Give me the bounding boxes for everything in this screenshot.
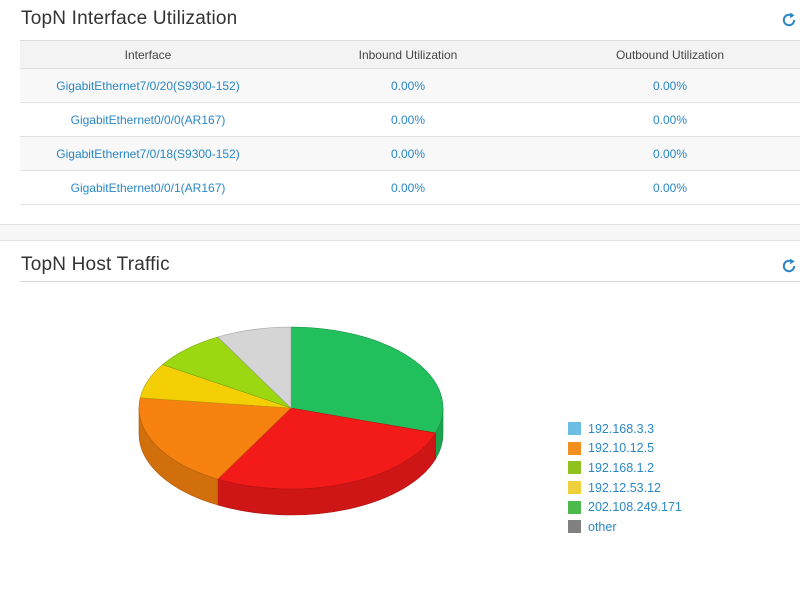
legend-swatch (568, 461, 581, 475)
legend-item[interactable]: 192.10.12.5 (568, 439, 682, 459)
pie-slice[interactable] (217, 326, 292, 409)
host-traffic-chart: 192.168.3.3 192.10.12.5 192.168.1.2 192.12.… (0, 287, 800, 601)
refresh-icon[interactable] (780, 11, 798, 29)
legend-label: 192.12.53.12 (588, 480, 661, 495)
pie-slice[interactable] (138, 397, 292, 480)
legend-swatch (568, 481, 581, 495)
pie-slice[interactable] (290, 326, 444, 434)
column-header-outbound: Outbound Utilization (540, 40, 800, 69)
host-traffic-panel: TopN Host Traffic 192.168.3.3 192.10.12.5… (0, 240, 800, 601)
interface-utilization-panel: TopN Interface Utilization Interface Inb… (0, 0, 800, 225)
pie-slice[interactable] (217, 407, 437, 490)
legend-label: 192.10.12.5 (588, 441, 655, 456)
pie-slices (138, 326, 444, 490)
panel-separator (0, 225, 800, 240)
table-row: GigabitEthernet0/0/1(AR167) 0.00% 0.00% (20, 170, 800, 205)
legend-swatch (568, 441, 581, 455)
chart-legend: 192.168.3.3 192.10.12.5 192.168.1.2 192.12.… (568, 419, 682, 537)
inbound-value: 0.00% (276, 102, 540, 137)
legend-label: 192.168.3.3 (588, 421, 655, 436)
legend-label: other (588, 519, 617, 534)
legend-item[interactable]: other (568, 517, 682, 537)
interface-utilization-table: Interface Inbound Utilization Outbound U… (20, 40, 800, 205)
table-row: GigabitEthernet7/0/20(S9300-152) 0.00% 0… (20, 68, 800, 103)
legend-swatch (568, 500, 581, 514)
interface-panel-title: TopN Interface Utilization (21, 8, 238, 29)
pie-chart (138, 326, 444, 516)
inbound-value: 0.00% (276, 68, 540, 103)
interface-link[interactable]: GigabitEthernet0/0/1(AR167) (20, 170, 276, 205)
interface-link[interactable]: GigabitEthernet7/0/20(S9300-152) (20, 68, 276, 103)
inbound-value: 0.00% (276, 170, 540, 205)
host-panel-header: TopN Host Traffic (20, 241, 800, 282)
refresh-icon[interactable] (780, 257, 798, 275)
interface-link[interactable]: GigabitEthernet7/0/18(S9300-152) (20, 136, 276, 171)
interface-panel-header: TopN Interface Utilization (20, 0, 800, 41)
column-header-inbound: Inbound Utilization (276, 40, 540, 69)
host-panel-title: TopN Host Traffic (21, 254, 170, 275)
legend-item[interactable]: 192.168.1.2 (568, 458, 682, 478)
legend-item[interactable]: 192.168.3.3 (568, 419, 682, 439)
legend-item[interactable]: 202.108.249.171 (568, 497, 682, 517)
table-row: GigabitEthernet0/0/0(AR167) 0.00% 0.00% (20, 102, 800, 137)
table-header-row: Interface Inbound Utilization Outbound U… (20, 40, 800, 69)
outbound-value: 0.00% (540, 68, 800, 103)
column-header-interface: Interface (20, 40, 276, 69)
legend-swatch (568, 520, 581, 534)
outbound-value: 0.00% (540, 102, 800, 137)
legend-label: 202.108.249.171 (588, 500, 682, 515)
outbound-value: 0.00% (540, 136, 800, 171)
legend-item[interactable]: 192.12.53.12 (568, 478, 682, 498)
legend-label: 192.168.1.2 (588, 460, 655, 475)
legend-swatch (568, 422, 581, 436)
table-row: GigabitEthernet7/0/18(S9300-152) 0.00% 0… (20, 136, 800, 171)
interface-link[interactable]: GigabitEthernet0/0/0(AR167) (20, 102, 276, 137)
inbound-value: 0.00% (276, 136, 540, 171)
outbound-value: 0.00% (540, 170, 800, 205)
